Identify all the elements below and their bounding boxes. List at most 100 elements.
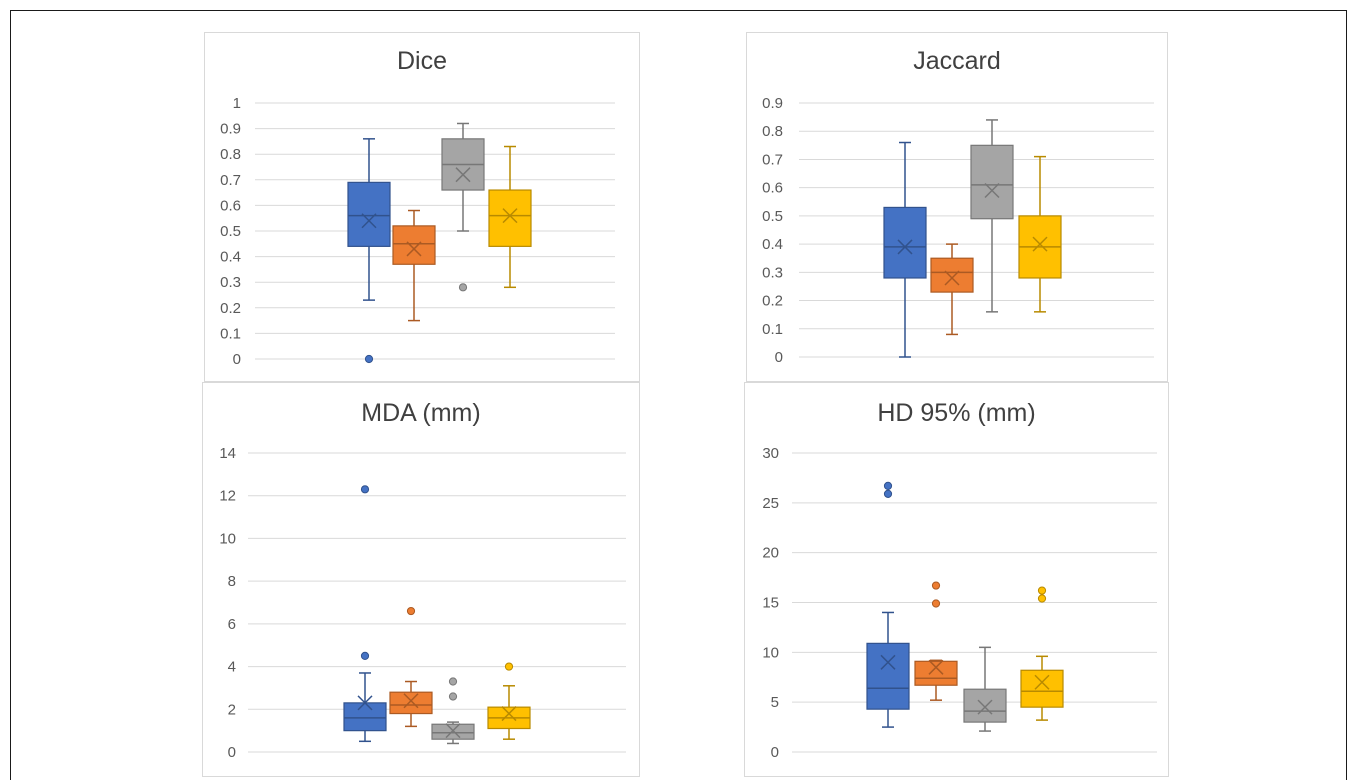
box-series-4 (1018, 155, 1062, 313)
box-series-2 (389, 606, 433, 728)
iqr-box (389, 691, 433, 715)
chart-panel-mda: MDA (mm) 0 2 4 6 8 10 12 14 (202, 382, 640, 777)
outlier-point (448, 677, 458, 686)
y-tick-label: 0.6 (762, 180, 783, 197)
box-series-4 (487, 662, 531, 740)
iqr-box (883, 206, 927, 279)
box-series-1 (866, 481, 910, 728)
outlier-point (883, 489, 893, 498)
y-tick-label: 0.7 (220, 172, 241, 189)
outlier-point (883, 481, 893, 490)
mean-marker (361, 213, 377, 229)
iqr-box (347, 181, 391, 247)
y-tick-label: 0.4 (220, 249, 241, 266)
figure-frame (10, 10, 1347, 780)
chart-panel-hd95: HD 95% (mm) 0 5 10 15 20 25 30 (744, 382, 1169, 777)
mean-marker (880, 654, 896, 670)
iqr-box (392, 225, 436, 265)
box-series-4 (1020, 586, 1064, 721)
iqr-box (488, 189, 532, 247)
iqr-box (343, 702, 387, 732)
box-series-2 (914, 581, 958, 701)
iqr-box (970, 144, 1014, 220)
chart-title: Dice (396, 47, 447, 75)
outlier-point (448, 692, 458, 701)
chart-panel-dice: Dice 0 0.1 0.2 0.3 0.4 0.5 0.6 0.7 0.8 0.9 1 (204, 32, 640, 382)
mean-marker (357, 695, 373, 711)
iqr-box (431, 723, 475, 740)
y-tick-label: 5 (771, 694, 779, 711)
chart-title: HD 95% (mm) (877, 399, 1036, 427)
iqr-box (914, 660, 958, 686)
mean-marker (1032, 236, 1048, 252)
iqr-box (963, 688, 1007, 723)
box-series-1 (347, 138, 391, 364)
outlier-point (1037, 586, 1047, 595)
y-tick-label: 0 (228, 744, 236, 761)
mean-marker (403, 693, 419, 709)
outlier-point (364, 354, 374, 364)
y-tick-label: 10 (762, 644, 779, 661)
mean-marker (1034, 674, 1050, 690)
box-series-2 (930, 243, 974, 336)
jaccard-plot: 0 0.1 0.2 0.3 0.4 0.5 0.6 0.7 0.8 0.9 (762, 95, 1154, 366)
outlier-point (360, 485, 370, 494)
iqr-box (1020, 669, 1064, 708)
y-tick-label: 0 (775, 349, 783, 366)
y-tick-label: 0.9 (762, 95, 783, 112)
outlier-point (1037, 594, 1047, 603)
outlier-point (406, 606, 416, 616)
mean-marker (928, 659, 944, 675)
mean-marker (445, 723, 461, 739)
mean-marker (501, 706, 517, 722)
outlier-point (504, 662, 514, 671)
iqr-box (866, 642, 910, 710)
y-tick-label: 0.3 (762, 264, 783, 281)
y-tick-label: 0.4 (762, 236, 783, 253)
y-tick-label: 0.9 (220, 121, 241, 138)
chart-panel-jaccard: Jaccard 0 0.1 0.2 0.3 0.4 0.5 0.6 0.7 0.8 0.9 (746, 32, 1168, 382)
mean-marker (984, 182, 1000, 199)
chart-title: Jaccard (913, 47, 1001, 75)
mean-marker (406, 241, 422, 257)
y-tick-label: 0.5 (762, 208, 783, 225)
y-tick-label: 0.5 (220, 223, 241, 240)
y-tick-label: 0.3 (220, 274, 241, 291)
mean-marker (502, 208, 518, 224)
mean-marker (897, 239, 913, 255)
y-tick-label: 6 (228, 616, 236, 633)
y-tick-label: 0.2 (220, 300, 241, 317)
outlier-point (931, 599, 941, 608)
box-series-3 (963, 646, 1007, 732)
y-tick-label: 0 (771, 744, 779, 761)
box-series-1 (883, 141, 927, 358)
box-series-1 (343, 485, 387, 743)
mean-marker (944, 270, 960, 286)
hd95-plot: 0 5 10 15 20 25 30 (762, 445, 1157, 761)
box-series-4 (488, 145, 532, 289)
iqr-box (930, 257, 974, 293)
box-series-3 (970, 119, 1014, 313)
outlier-point (360, 651, 370, 660)
box-series-2 (392, 209, 436, 322)
box-series-3 (431, 677, 475, 745)
y-tick-label: 0.1 (762, 321, 783, 338)
mean-marker (455, 167, 471, 183)
y-tick-label: 10 (219, 530, 236, 547)
dice-plot: 0 0.1 0.2 0.3 0.4 0.5 0.6 0.7 0.8 0.9 1 (220, 95, 615, 368)
y-tick-label: 12 (219, 488, 236, 505)
y-tick-label: 0.1 (220, 325, 241, 342)
outlier-point (458, 283, 468, 292)
y-tick-label: 0.8 (220, 146, 241, 163)
box-series-3 (441, 122, 485, 292)
y-tick-label: 25 (762, 495, 779, 512)
y-tick-label: 0.2 (762, 293, 783, 310)
y-tick-label: 20 (762, 545, 779, 562)
y-tick-label: 0.6 (220, 197, 241, 214)
mean-marker (977, 699, 993, 715)
chart-title: MDA (mm) (361, 399, 481, 427)
y-tick-label: 0.7 (762, 151, 783, 168)
y-tick-label: 1 (233, 95, 241, 112)
y-tick-label: 0.8 (762, 123, 783, 140)
y-tick-label: 2 (228, 701, 236, 718)
